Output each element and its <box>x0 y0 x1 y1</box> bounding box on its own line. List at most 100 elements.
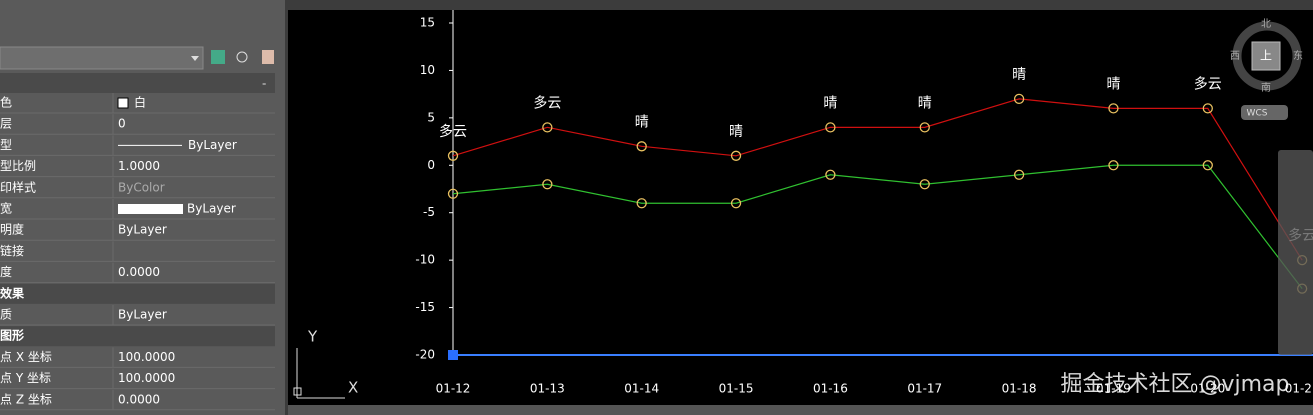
viewcube-south: 南 <box>1261 81 1271 94</box>
weather-label: 晴 <box>635 114 649 130</box>
origin-grip <box>448 350 458 360</box>
x-tick-label: 01-13 <box>530 382 565 396</box>
property-label: 层 <box>0 117 12 131</box>
color-swatch <box>117 97 129 109</box>
point-marker <box>542 122 553 133</box>
y-tick-label: 10 <box>420 63 435 77</box>
section-header <box>0 73 275 93</box>
point-marker <box>636 141 647 152</box>
x-tick-label: 01-18 <box>1002 382 1037 396</box>
x-tick-label: 01-20 <box>1190 382 1225 396</box>
property-value: 100.0000 <box>118 371 175 385</box>
point-marker <box>825 169 836 180</box>
point-marker <box>919 179 930 190</box>
property-label: 点 Z 坐标 <box>0 392 52 406</box>
watermark: 掘金技术社区 @vjmap <box>1060 372 1289 397</box>
x-tick-label: 01-12 <box>436 382 471 396</box>
weather-label: 晴 <box>729 124 743 140</box>
wcs-label: WCS <box>1247 109 1268 119</box>
viewcube-top: 上 <box>1260 49 1272 63</box>
point-marker <box>1108 103 1119 114</box>
property-value: ByColor <box>118 180 165 194</box>
property-label: 链接 <box>0 243 24 258</box>
property-label: 型 <box>0 138 12 152</box>
point-marker <box>447 188 459 199</box>
property-value: 100.0000 <box>118 350 175 364</box>
x-tick-label: 01-21 <box>1285 382 1313 396</box>
point-marker <box>730 150 742 161</box>
y-tick-label: -20 <box>415 348 435 362</box>
point-marker <box>730 198 742 209</box>
drawing-canvas <box>288 10 1313 405</box>
x-tick-label: 01-19 <box>1096 382 1131 396</box>
property-label: 点 X 坐标 <box>0 350 52 364</box>
scrollbar[interactable] <box>288 405 1313 415</box>
point-marker <box>825 122 836 133</box>
x-tick-label: 01-14 <box>624 382 659 396</box>
property-value: ByLayer <box>187 202 236 216</box>
property-label: 宽 <box>0 201 12 216</box>
series-line <box>452 164 1303 289</box>
viewcube-ring[interactable] <box>1232 21 1302 91</box>
point-marker <box>1108 160 1119 171</box>
ucs-box <box>293 387 302 396</box>
property-value: 0 <box>118 117 126 131</box>
property-label: 点 Y 坐标 <box>0 371 51 385</box>
viewcube-east: 东 <box>1293 49 1303 62</box>
point-marker <box>1202 160 1213 171</box>
weather-label: 晴 <box>1012 67 1026 83</box>
weather-label: 晴 <box>1106 76 1120 92</box>
property-label: 型比例 <box>0 159 36 173</box>
y-tick-label: -15 <box>415 300 435 314</box>
dropdown-arrow <box>191 56 199 61</box>
ucs-y: Y <box>307 328 318 346</box>
weather-label: 晴 <box>918 95 932 111</box>
section-header <box>0 283 275 304</box>
viewcube-north: 北 <box>1261 18 1271 30</box>
y-tick-label: 0 <box>427 158 435 172</box>
wcs-button[interactable] <box>1241 105 1288 120</box>
point-marker <box>636 198 647 209</box>
tool-icon[interactable] <box>262 50 274 64</box>
property-value: ByLayer <box>118 308 167 322</box>
section-title: 效果 <box>0 285 24 300</box>
weather-label: 多云 <box>1194 75 1222 92</box>
point-marker <box>919 122 930 133</box>
property-value: ByLayer <box>118 223 167 237</box>
point-marker <box>1013 169 1025 180</box>
x-tick-label: 01-17 <box>907 382 942 396</box>
property-label: 明度 <box>0 222 24 237</box>
x-tick-label: 01-16 <box>813 382 848 396</box>
property-value: 白 <box>134 95 146 110</box>
point-marker <box>447 150 459 161</box>
property-label: 印样式 <box>0 179 36 194</box>
tool-icon[interactable] <box>236 51 248 63</box>
point-marker <box>1202 103 1213 114</box>
viewcube-face[interactable] <box>1251 41 1281 71</box>
weather-label: 多云 <box>533 94 561 111</box>
y-tick-label: 5 <box>427 110 435 124</box>
viewcube-west: 西 <box>1230 51 1240 62</box>
property-label: 色 <box>0 96 12 110</box>
property-value: 1.0000 <box>118 159 160 173</box>
property-value: 0.0000 <box>118 392 160 406</box>
dropdown[interactable] <box>0 46 204 70</box>
point-marker <box>1013 93 1025 105</box>
x-tick-label: 01-15 <box>719 382 754 396</box>
tool-icon[interactable] <box>211 50 225 64</box>
y-tick-label: 15 <box>420 16 435 30</box>
property-label: 度 <box>0 264 12 279</box>
y-tick-label: -10 <box>415 253 435 267</box>
section-title: 图形 <box>0 329 24 343</box>
y-tick-label: -5 <box>423 205 435 219</box>
collapse[interactable]: - <box>262 77 266 91</box>
weather-label: 多云 <box>439 123 467 140</box>
lineweight-sample <box>118 204 183 214</box>
weather-label: 晴 <box>823 95 837 111</box>
navigation-bar[interactable] <box>1278 150 1313 355</box>
property-value: 0.0000 <box>118 265 160 279</box>
ucs-x: X <box>348 379 358 397</box>
property-value: ByLayer <box>188 138 237 152</box>
